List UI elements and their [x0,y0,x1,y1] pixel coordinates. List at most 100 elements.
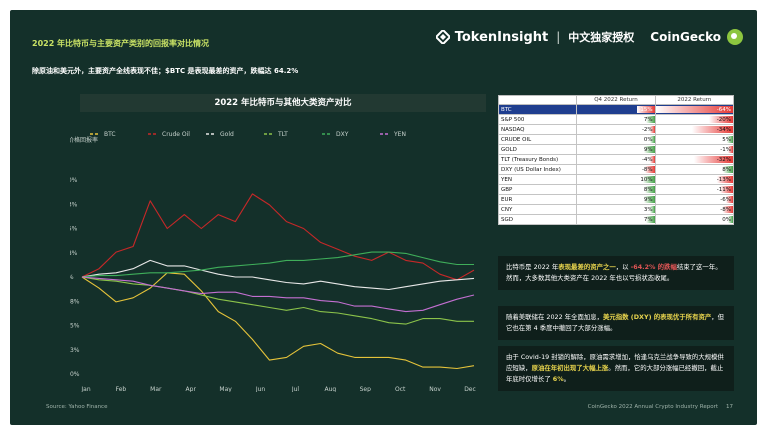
series-line-btc [81,272,475,370]
return-value: -11% [716,186,731,193]
year-return-cell: -11% [654,184,735,195]
x-tick-label: Jul [291,386,300,392]
asset-label: YEN [497,174,578,185]
q4-return-cell: -4% [576,154,656,165]
coingecko-name: CoinGecko [650,30,721,44]
q4-return-cell: -15% [576,104,656,115]
x-tick-label: Sep [360,386,372,392]
return-value: -13% [716,176,731,183]
return-bar [728,216,733,223]
note-oil-text-2: 。然而，它的大部分涨幅已经撤回，截止年底时仅增长了 [506,364,724,383]
note-btc-highlight-1: 表现最差的资产之一 [558,263,616,271]
return-bar [642,176,655,183]
table-row: GBP 8% -11% [497,184,735,195]
return-bar [726,136,733,143]
x-tick-label: Feb [116,386,127,392]
return-value: -15% [638,106,653,113]
return-value: -1% [720,146,731,153]
note-dxy-text-2: ，但它也在第 4 季度中撤回了大部分涨幅。 [506,313,725,332]
legend-label: YEN [393,131,406,138]
table-row: S&P 500 7% -20% [497,114,735,125]
x-tick-label: Apr [186,386,197,392]
return-bar [650,126,655,133]
return-bar [646,116,655,123]
series-line-dxy [81,251,474,278]
q4-return-cell: 7% [576,214,656,225]
x-tick-label: Aug [325,386,337,392]
year-return-cell: -34% [654,124,735,135]
page-footer: CoinGecko 2022 Annual Crypto Industry Re… [588,404,733,410]
x-tick-label: Oct [395,386,406,392]
legend-label: DXY [336,131,349,138]
return-value: -34% [716,126,731,133]
q4-return-cell: 0% [576,134,656,145]
table-header-asset [497,95,578,105]
q4-return-cell: 7% [576,114,656,125]
report-title: 2022 年比特币与主要资产类别的回报率对比情况 [32,39,210,48]
note-oil-text-3: 。 [563,375,571,383]
q4-return-cell: 9% [576,144,656,155]
table-row: CRUDE OIL 0% 5% [497,134,735,145]
legend-label: BTC [104,131,116,138]
return-value: -20% [716,116,731,123]
table-row: YEN 10% -13% [497,174,735,185]
y-tick-label: 18% [70,250,78,257]
table-row: SGD 7% 0% [497,214,735,225]
series-line-crude-oil [81,193,475,281]
return-bar [650,136,655,143]
return-value: -64% [716,106,731,113]
year-return-cell: -13% [654,174,735,185]
y-tick-label: -70% [70,371,80,378]
x-tick-label: Jun [255,386,266,392]
legend-label: Crude Oil [162,131,190,138]
year-return-cell: 0% [654,214,735,225]
year-return-cell: -32% [654,154,735,165]
note-btc: 比特币是 2022 年表现最差的资产之一，以 -64.2% 的跌幅结束了这一年。… [498,256,734,290]
return-value: 7% [643,216,653,223]
return-bar [728,146,733,153]
asset-label: BTC [497,104,578,115]
asset-label: EUR [497,194,578,205]
brand-separator: | [556,30,561,44]
return-bar [719,186,733,193]
y-tick-label: -53% [70,347,80,354]
return-bar [723,206,733,213]
return-value: -8% [641,166,653,173]
y-axis-label: 价格回报率 [70,136,98,144]
return-bar [649,156,655,163]
note-btc-text-1: 比特币是 2022 年 [506,263,559,271]
return-value: 3% [643,206,653,213]
tokeninsight-name: TokenInsight [454,29,549,45]
y-tick-label: 0% [70,274,74,281]
q4-return-cell: 8% [576,184,656,195]
tokeninsight-logo-icon [435,30,450,44]
year-return-cell: -6% [654,194,735,205]
return-value: 7% [643,116,653,123]
note-oil-highlight-2: 6% [552,375,564,383]
y-tick-label: 70% [70,177,78,184]
asset-label: NASDAQ [497,124,578,135]
y-tick-label: -18% [70,298,80,305]
table-row: NASDAQ -2% -34% [497,124,735,135]
year-return-cell: -20% [654,114,735,125]
x-tick-label: Jan [80,386,90,392]
return-value: 10% [640,176,653,183]
return-value: -6% [720,196,731,203]
note-btc-text-2: ，以 [615,263,631,271]
chart-svg: 70% 53% 35% 18% 0% -18% -35% -53% -70% 价格回报率 Jan Fe… [70,131,476,392]
asset-label: CNY [497,204,578,215]
return-value: 5% [722,136,731,143]
return-value: 9% [643,196,653,203]
table-row: DXY (US Dollar Index) -8% 8% [497,164,735,175]
return-bar [645,166,655,173]
y-tick-label: 35% [70,226,78,233]
chart-title: 2022 年比特币与其他大类资产对比 [80,94,486,112]
report-name: CoinGecko 2022 Annual Crypto Industry Re… [587,404,718,410]
x-tick-label: May [219,386,232,392]
return-bar [717,176,733,183]
return-bar [650,206,655,213]
series-line-yen [81,276,475,313]
returns-table: Q4 2022 Return 2022 Return BTC -15% -64% S&… [497,95,735,225]
series-line-gold [81,259,475,291]
return-bar [691,126,733,133]
